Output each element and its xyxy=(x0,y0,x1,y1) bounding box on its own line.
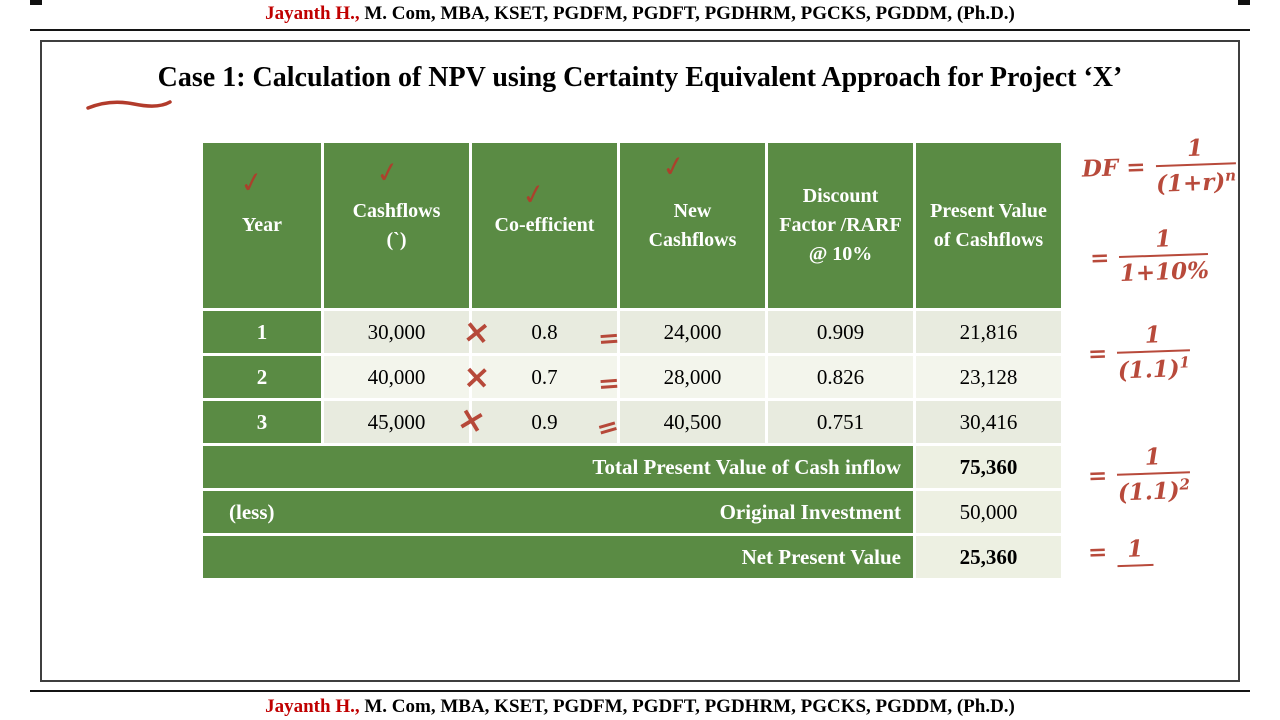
total-pv-label: Total Present Value of Cash inflow xyxy=(592,454,901,479)
new-cashflow-cell: 40,500 xyxy=(620,401,765,443)
year-cell: 3 xyxy=(203,401,321,443)
column-header-year: Year xyxy=(203,143,321,308)
npv-calculation-table: Year Cashflows (`) Co-efficient New Cashf… xyxy=(200,140,1064,581)
total-pv-label-cell: Total Present Value of Cash inflow xyxy=(203,446,913,488)
year-cell: 2 xyxy=(203,356,321,398)
net-present-value-label: Net Present Value xyxy=(741,544,901,569)
cashflow-cell: 40,000 xyxy=(324,356,469,398)
original-investment-label: Original Investment xyxy=(719,499,901,524)
present-value-cell: 21,816 xyxy=(916,311,1061,353)
column-header-cashflows: Cashflows (`) xyxy=(324,143,469,308)
table-row-year-1: 1 30,000 0.8 24,000 0.909 21,816 xyxy=(203,311,1061,353)
header-credentials: Jayanth H., M. Com, MBA, KSET, PGDFM, PG… xyxy=(0,3,1280,25)
net-present-value-value: 25,360 xyxy=(916,536,1061,578)
slide-frame: Case 1: Calculation of NPV using Certain… xyxy=(40,40,1240,682)
year-cell: 1 xyxy=(203,311,321,353)
total-pv-value: 75,360 xyxy=(916,446,1061,488)
cashflow-cell: 45,000 xyxy=(324,401,469,443)
table-row-year-2: 2 40,000 0.7 28,000 0.826 23,128 xyxy=(203,356,1061,398)
present-value-cell: 23,128 xyxy=(916,356,1061,398)
net-present-value-row: Net Present Value 25,360 xyxy=(203,536,1061,578)
less-label: (less) xyxy=(229,499,275,524)
discount-factor-cell: 0.909 xyxy=(768,311,913,353)
original-investment-value: 50,000 xyxy=(916,491,1061,533)
slide-title: Case 1: Calculation of NPV using Certain… xyxy=(157,62,1123,93)
present-value-cell: 30,416 xyxy=(916,401,1061,443)
total-pv-row: Total Present Value of Cash inflow 75,36… xyxy=(203,446,1061,488)
discount-factor-cell: 0.751 xyxy=(768,401,913,443)
top-divider-line xyxy=(30,29,1250,31)
author-name: Jayanth H., xyxy=(265,696,360,717)
table-header-row: Year Cashflows (`) Co-efficient New Cashf… xyxy=(203,143,1061,308)
footer-credentials: Jayanth H., M. Com, MBA, KSET, PGDFM, PG… xyxy=(0,696,1280,718)
column-header-new-cashflows: New Cashflows xyxy=(620,143,765,308)
original-investment-label-cell: (less) Original Investment xyxy=(203,491,913,533)
author-credentials: M. Com, MBA, KSET, PGDFM, PGDFT, PGDHRM,… xyxy=(359,3,1015,24)
net-present-value-label-cell: Net Present Value xyxy=(203,536,913,578)
table-row-year-3: 3 45,000 0.9 40,500 0.751 30,416 xyxy=(203,401,1061,443)
column-header-discount-factor: Discount Factor /RARF @ 10% xyxy=(768,143,913,308)
coefficient-cell: 0.7 xyxy=(472,356,617,398)
author-credentials: M. Com, MBA, KSET, PGDFM, PGDFT, PGDHRM,… xyxy=(359,696,1015,717)
original-investment-row: (less) Original Investment 50,000 xyxy=(203,491,1061,533)
new-cashflow-cell: 28,000 xyxy=(620,356,765,398)
red-underline-mark xyxy=(86,100,172,110)
discount-factor-cell: 0.826 xyxy=(768,356,913,398)
coefficient-cell: 0.9 xyxy=(472,401,617,443)
column-header-coefficient: Co-efficient xyxy=(472,143,617,308)
author-name: Jayanth H., xyxy=(265,3,360,24)
column-header-present-value: Present Value of Cashflows xyxy=(916,143,1061,308)
frame-corner-mark-right xyxy=(1238,0,1250,5)
coefficient-cell: 0.8 xyxy=(472,311,617,353)
bottom-divider-line xyxy=(30,690,1250,692)
new-cashflow-cell: 24,000 xyxy=(620,311,765,353)
cashflow-cell: 30,000 xyxy=(324,311,469,353)
frame-corner-mark-left xyxy=(30,0,42,5)
currency-symbol: (`) xyxy=(386,228,407,251)
